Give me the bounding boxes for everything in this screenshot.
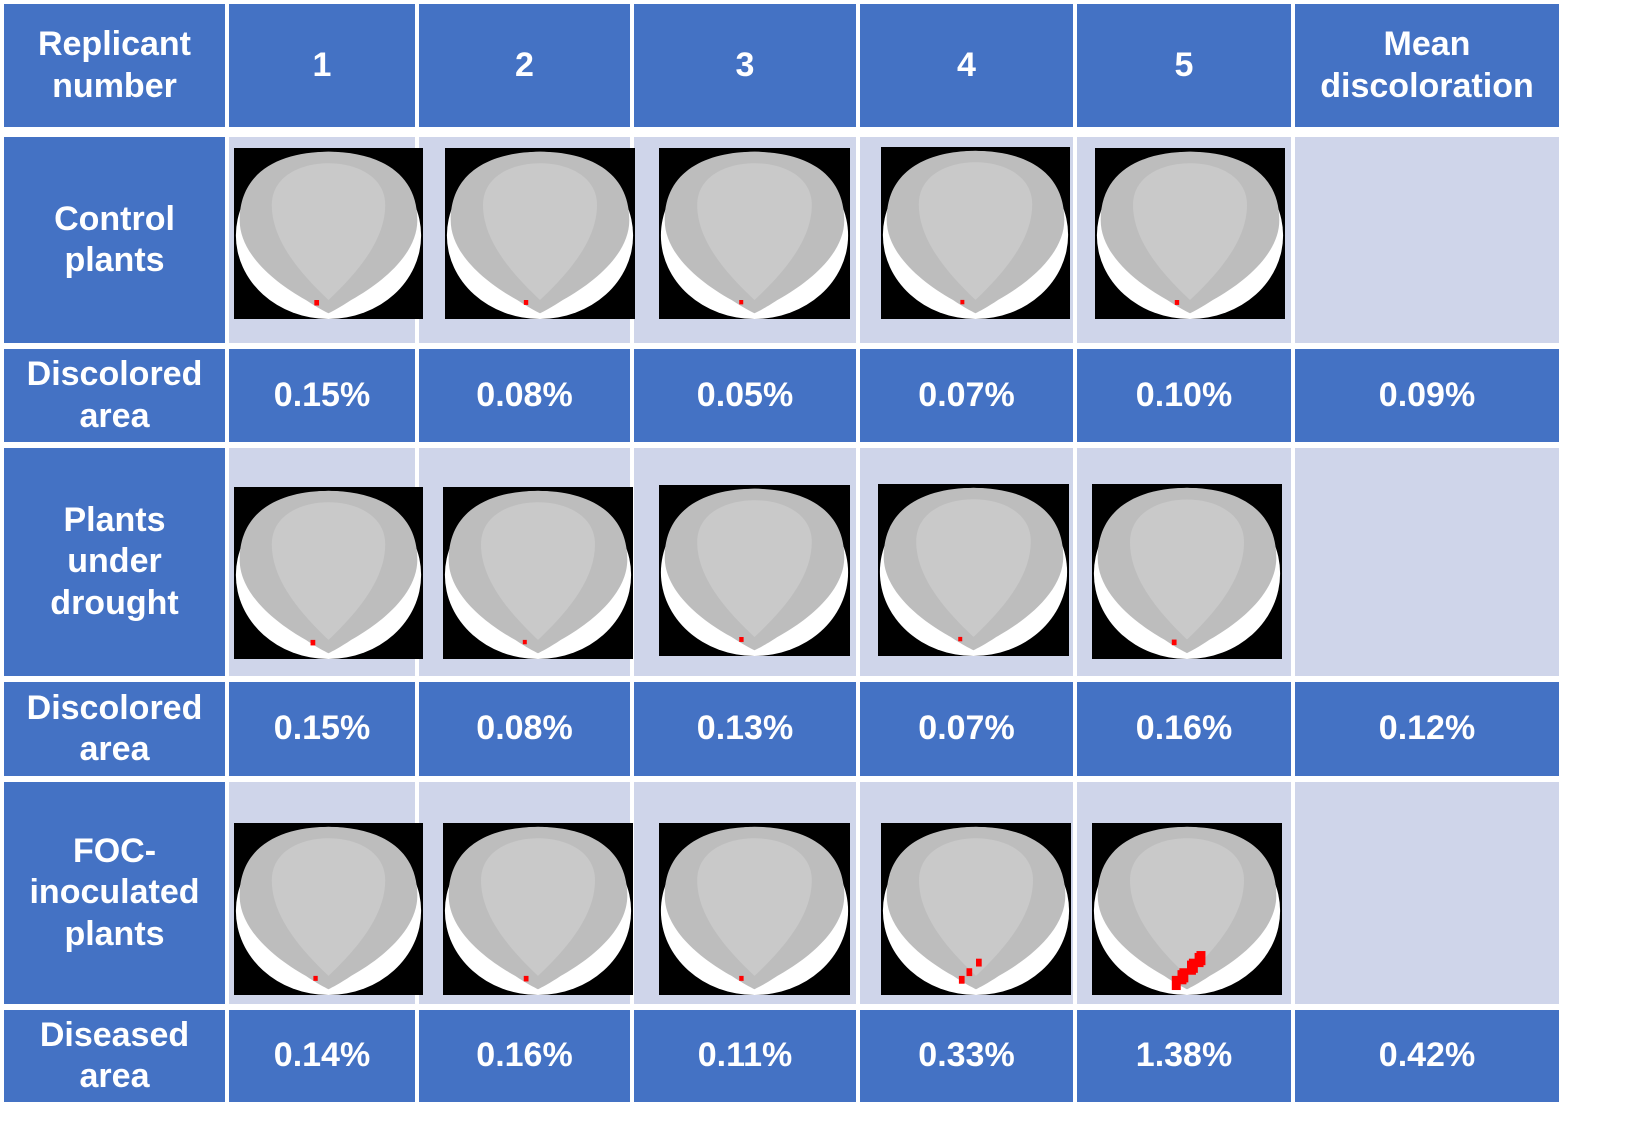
scan-image-3-1 [234, 823, 423, 995]
value-cell: 0.15% [229, 682, 415, 776]
scan-image-1-4 [881, 147, 1070, 319]
scan-image-2-3 [659, 485, 850, 656]
image-cell [1295, 782, 1559, 1004]
value-cell: 0.13% [634, 682, 856, 776]
value-label-2: Discolored area [4, 682, 225, 776]
value-cell: 0.11% [634, 1010, 856, 1102]
scan-image-1-5 [1095, 148, 1285, 319]
header-replicate-5: 5 [1077, 4, 1291, 127]
scan-image-3-3 [659, 823, 850, 995]
value-cell: 0.16% [419, 1010, 630, 1102]
scan-image-2-2 [443, 487, 633, 659]
value-cell: 0.33% [860, 1010, 1073, 1102]
scan-image-3-2 [443, 823, 633, 995]
mean-value-cell: 0.12% [1295, 682, 1559, 776]
scan-image-2-1 [234, 487, 423, 659]
value-cell: 0.10% [1077, 349, 1291, 442]
image-cell [1295, 448, 1559, 676]
row-label-3: FOC-inoculated plants [4, 782, 225, 1004]
value-cell: 0.08% [419, 349, 630, 442]
row-label-2: Plants under drought [4, 448, 225, 676]
header-replicate-3: 3 [634, 4, 856, 127]
value-cell: 0.15% [229, 349, 415, 442]
image-cell [1295, 137, 1559, 343]
row-label-1: Control plants [4, 137, 225, 343]
value-cell: 0.14% [229, 1010, 415, 1102]
header-replicate-4: 4 [860, 4, 1073, 127]
mean-value-cell: 0.42% [1295, 1010, 1559, 1102]
scan-image-2-4 [878, 484, 1069, 656]
scan-image-2-5 [1092, 484, 1282, 659]
value-label-1: Discolored area [4, 349, 225, 442]
mean-value-cell: 0.09% [1295, 349, 1559, 442]
scan-image-3-5 [1092, 823, 1282, 995]
scan-image-1-2 [445, 148, 635, 319]
value-cell: 1.38% [1077, 1010, 1291, 1102]
value-cell: 0.08% [419, 682, 630, 776]
value-cell: 0.07% [860, 349, 1073, 442]
scan-image-1-3 [659, 148, 850, 319]
value-cell: 0.05% [634, 349, 856, 442]
header-replicate-1: 1 [229, 4, 415, 127]
value-cell: 0.07% [860, 682, 1073, 776]
header-replicate-2: 2 [419, 4, 630, 127]
value-cell: 0.16% [1077, 682, 1291, 776]
scan-image-3-4 [881, 823, 1071, 995]
value-label-3: Diseased area [4, 1010, 225, 1102]
scan-image-1-1 [234, 148, 423, 319]
header-mean-discoloration: Mean discoloration [1295, 4, 1559, 127]
header-replicant-number: Replicant number [4, 4, 225, 127]
